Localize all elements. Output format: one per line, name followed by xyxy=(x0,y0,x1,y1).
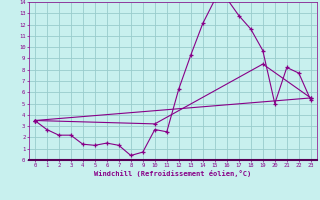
X-axis label: Windchill (Refroidissement éolien,°C): Windchill (Refroidissement éolien,°C) xyxy=(94,170,252,177)
